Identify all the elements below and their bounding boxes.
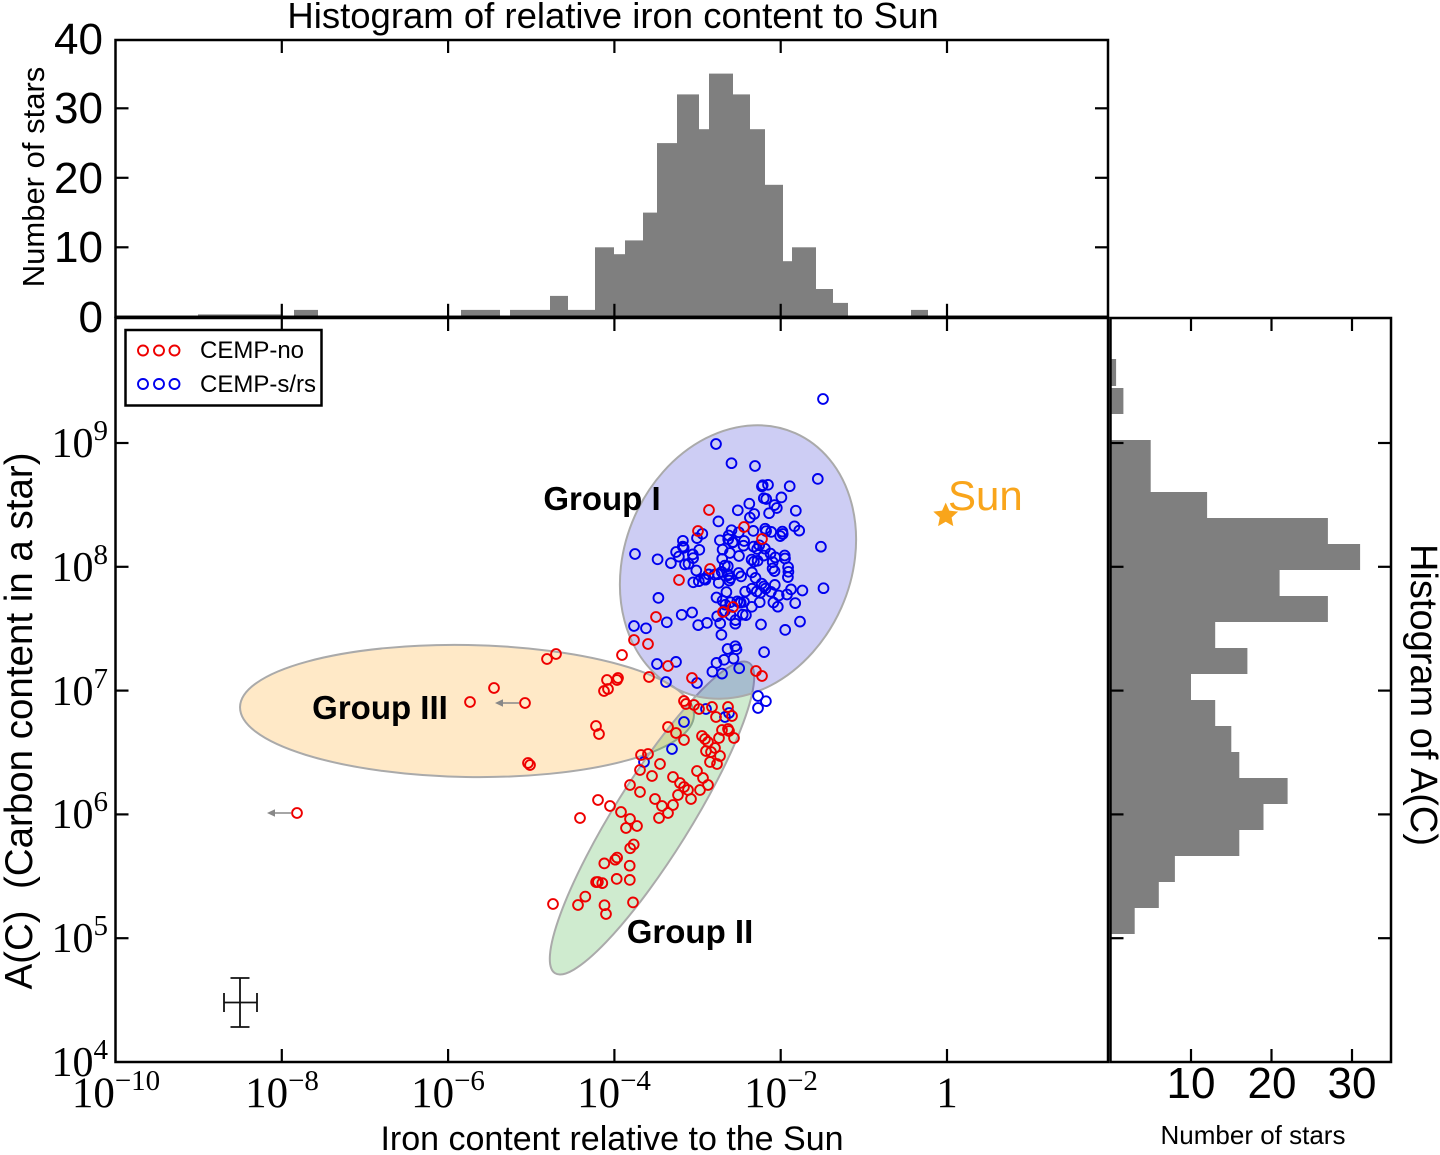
svg-text:Iron content relative to the S: Iron content relative to the Sun	[380, 1120, 843, 1155]
svg-text:Group III: Group III	[312, 689, 448, 726]
svg-text:CEMP-s/rs: CEMP-s/rs	[200, 371, 316, 398]
svg-text:Number of stars: Number of stars	[16, 67, 51, 288]
svg-text:1: 1	[936, 1070, 958, 1117]
svg-text:Number of stars: Number of stars	[1161, 1120, 1346, 1150]
svg-text:30: 30	[1328, 1059, 1377, 1108]
svg-text:0: 0	[79, 293, 103, 342]
svg-text:40: 40	[54, 15, 103, 64]
svg-text:108: 108	[52, 539, 109, 591]
svg-text:Group I: Group I	[543, 480, 660, 517]
svg-text:30: 30	[54, 84, 103, 133]
svg-text:10: 10	[54, 223, 103, 272]
svg-text:20: 20	[54, 154, 103, 203]
svg-text:A(C) (Carbon content in a sta: A(C) (Carbon content in a star)	[0, 452, 41, 989]
svg-text:20: 20	[1248, 1059, 1297, 1108]
svg-text:10−4: 10−4	[577, 1065, 651, 1117]
svg-text:Sun: Sun	[948, 472, 1023, 519]
svg-text:Histogram of A(C): Histogram of A(C)	[1402, 544, 1440, 846]
svg-text:Histogram of relative iron con: Histogram of relative iron content to Su…	[287, 0, 938, 36]
svg-text:CEMP-no: CEMP-no	[200, 337, 304, 364]
svg-text:Group II: Group II	[627, 913, 754, 950]
svg-text:10: 10	[1167, 1059, 1216, 1108]
svg-text:106: 106	[52, 786, 109, 838]
